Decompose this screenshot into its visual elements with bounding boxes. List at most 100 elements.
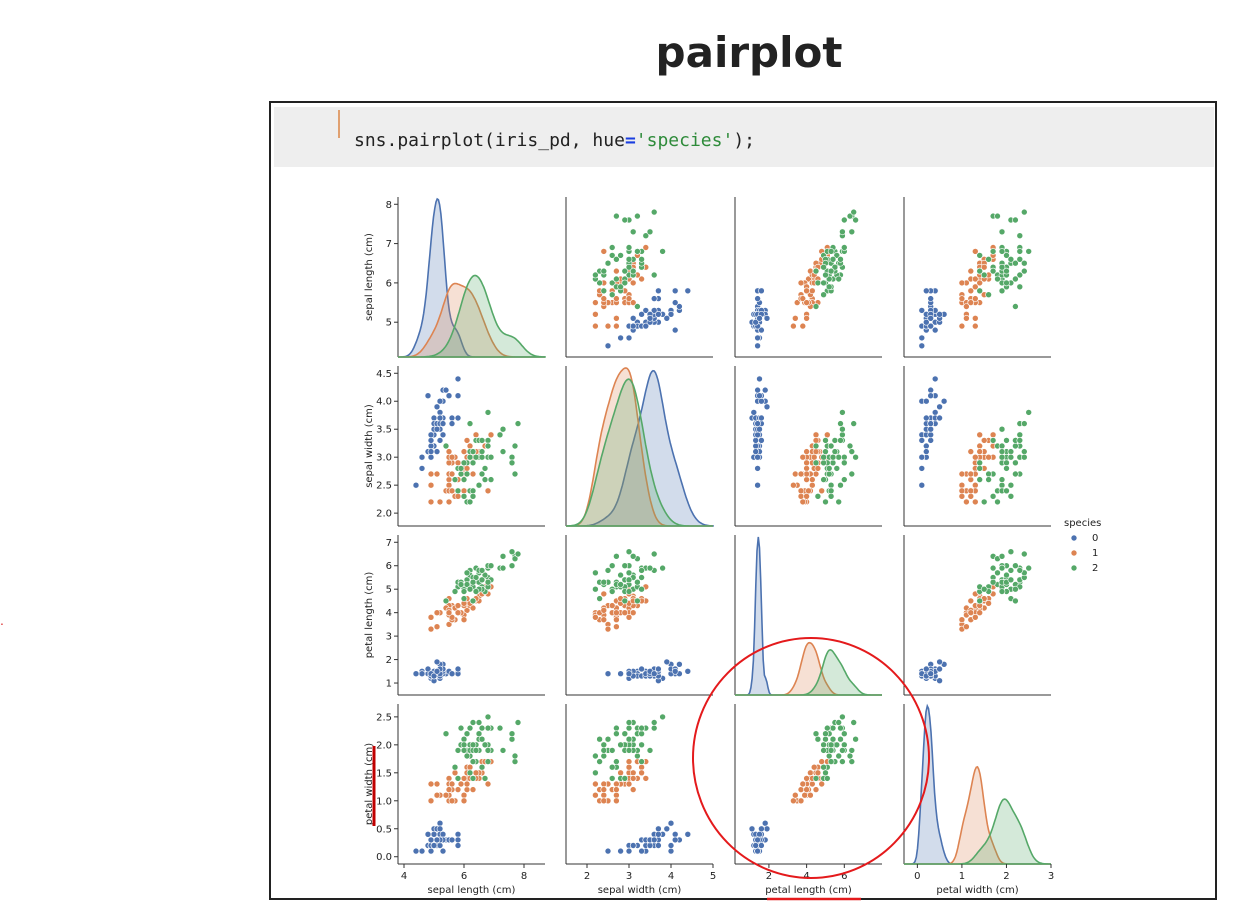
point-species-2 — [478, 453, 486, 461]
point-species-1 — [592, 299, 599, 306]
point-species-1 — [797, 487, 805, 495]
point-species-1 — [967, 476, 975, 483]
point-species-1 — [971, 248, 979, 255]
point-species-2 — [442, 442, 450, 450]
point-species-1 — [625, 763, 633, 771]
point-species-0 — [761, 819, 769, 827]
point-species-0 — [927, 670, 935, 678]
point-species-1 — [454, 459, 462, 467]
point-species-2 — [839, 758, 846, 765]
point-species-1 — [790, 481, 797, 489]
point-species-2 — [466, 498, 474, 506]
point-species-0 — [427, 437, 435, 444]
point-species-0 — [754, 420, 761, 427]
point-species-2 — [998, 228, 1006, 236]
point-species-0 — [684, 667, 692, 675]
point-species-2 — [457, 724, 465, 732]
point-species-0 — [931, 409, 939, 416]
point-species-2 — [976, 267, 984, 275]
point-species-2 — [837, 724, 844, 732]
y-tick-label: 4 — [386, 608, 392, 619]
point-species-0 — [763, 314, 771, 322]
point-species-1 — [487, 431, 495, 439]
point-species-2 — [989, 267, 997, 275]
point-species-2 — [1012, 216, 1019, 224]
point-species-2 — [820, 453, 827, 461]
point-species-1 — [448, 797, 456, 805]
y-tick-label: 2.5 — [376, 481, 392, 492]
point-species-2 — [600, 741, 608, 749]
point-species-2 — [976, 252, 984, 259]
point-species-2 — [976, 597, 984, 605]
y-tick-label: 2.5 — [376, 712, 392, 723]
point-species-2 — [451, 588, 459, 595]
point-species-2 — [852, 453, 859, 461]
point-species-1 — [466, 763, 474, 771]
point-species-1 — [989, 431, 997, 439]
point-species-2 — [994, 275, 1001, 283]
point-species-2 — [1007, 453, 1015, 461]
point-species-1 — [433, 780, 441, 788]
point-species-2 — [621, 775, 629, 782]
point-species-1 — [812, 470, 820, 478]
point-species-2 — [831, 263, 839, 271]
point-species-0 — [918, 342, 926, 350]
point-species-2 — [617, 741, 624, 749]
point-species-2 — [846, 442, 854, 450]
point-species-2 — [1007, 481, 1015, 489]
point-species-2 — [469, 758, 477, 765]
point-species-1 — [484, 780, 492, 788]
code-line[interactable]: sns.pairplot(iris_pd, hue='species'); — [354, 130, 755, 151]
point-species-1 — [448, 613, 456, 621]
point-species-0 — [646, 314, 654, 322]
point-species-1 — [463, 780, 471, 788]
point-species-2 — [617, 252, 624, 259]
point-species-0 — [454, 392, 462, 400]
point-species-2 — [646, 747, 654, 754]
point-species-2 — [827, 758, 835, 765]
point-species-1 — [818, 758, 826, 765]
point-species-0 — [756, 375, 763, 383]
point-species-0 — [667, 310, 675, 318]
point-species-2 — [1021, 420, 1028, 427]
point-species-0 — [667, 842, 675, 849]
point-species-2 — [1012, 275, 1019, 283]
point-species-2 — [613, 275, 620, 283]
point-species-1 — [823, 431, 831, 439]
point-species-1 — [469, 604, 477, 612]
point-species-2 — [837, 255, 844, 263]
point-species-0 — [629, 842, 637, 849]
point-species-1 — [445, 498, 453, 506]
point-species-0 — [427, 847, 435, 855]
point-species-2 — [499, 564, 507, 572]
point-species-2 — [976, 287, 984, 295]
point-species-1 — [967, 267, 975, 275]
point-species-2 — [600, 578, 608, 586]
point-species-1 — [818, 780, 826, 788]
point-species-0 — [752, 318, 760, 326]
point-species-2 — [613, 758, 620, 765]
point-species-1 — [967, 470, 975, 478]
point-species-2 — [478, 735, 486, 743]
point-species-2 — [484, 437, 492, 444]
point-species-1 — [963, 498, 970, 506]
point-species-2 — [985, 291, 992, 299]
point-species-1 — [592, 613, 599, 621]
point-species-2 — [998, 448, 1006, 455]
point-species-2 — [650, 719, 658, 726]
panel-r3-c1: 2 3 4 5 sepal width (cm) — [565, 704, 716, 896]
point-species-1 — [625, 295, 633, 302]
point-species-2 — [463, 470, 471, 478]
point-species-2 — [481, 476, 489, 483]
code-cell[interactable]: sns.pairplot(iris_pd, hue='species'); — [274, 107, 1214, 167]
point-species-1 — [445, 609, 453, 617]
point-species-2 — [600, 747, 608, 754]
point-species-2 — [600, 752, 608, 760]
point-species-2 — [833, 741, 841, 749]
point-species-1 — [808, 287, 816, 295]
point-species-2 — [814, 492, 822, 500]
point-species-2 — [837, 735, 844, 743]
notebook-frame: sns.pairplot(iris_pd, hue='species'); — [269, 101, 1217, 900]
point-species-2 — [592, 769, 599, 777]
point-species-1 — [613, 267, 620, 275]
